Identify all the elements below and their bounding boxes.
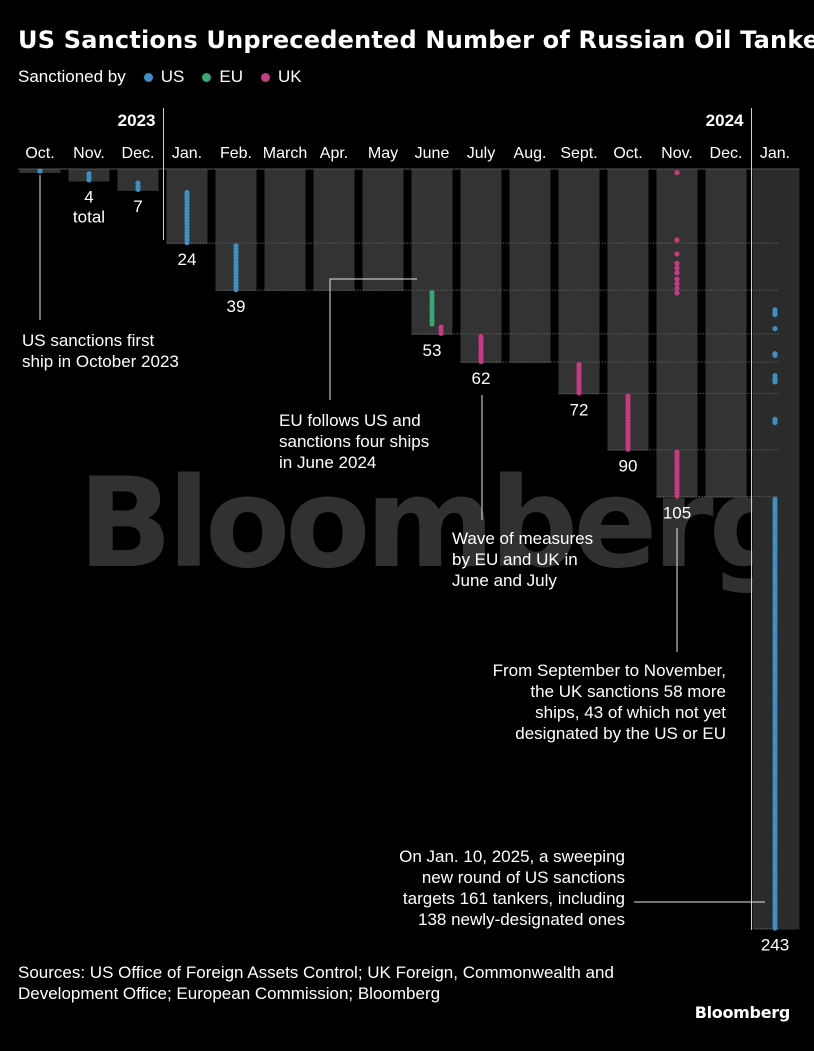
month-label-9: July bbox=[467, 145, 495, 162]
cumulative-bar-9 bbox=[460, 169, 502, 364]
ship-dot-us bbox=[772, 311, 778, 318]
month-label-3: Jan. bbox=[172, 145, 202, 162]
year-label-2023: 2023 bbox=[118, 111, 156, 130]
bloomberg-logo: Bloomberg bbox=[694, 1003, 791, 1022]
cumulative-bar-6 bbox=[313, 169, 355, 292]
annotation-june-july: Wave of measures by EU and UK in June and … bbox=[452, 529, 593, 590]
ship-dot-us bbox=[772, 379, 778, 385]
ship-dot-uk bbox=[674, 281, 680, 287]
total-label-13: 105 bbox=[663, 504, 691, 523]
year-label-2024: 2024 bbox=[706, 111, 744, 130]
ship-dot-us bbox=[86, 177, 92, 183]
ship-dot-us bbox=[37, 168, 43, 174]
total-label-8: 53 bbox=[423, 341, 442, 360]
cumulative-bars bbox=[19, 169, 800, 930]
annotation-sept-nov: From September to November, the UK sancti… bbox=[493, 661, 727, 743]
cumulative-bar-2 bbox=[117, 169, 159, 191]
total-label-4: 39 bbox=[227, 297, 246, 316]
annotation-june-2024: EU follows US and sanctions four ships in … bbox=[279, 411, 429, 472]
ship-dot-uk bbox=[625, 446, 631, 452]
month-label-14: Dec. bbox=[710, 145, 743, 162]
month-label-15: Jan. bbox=[760, 145, 790, 162]
legend-item-uk: UK bbox=[261, 67, 302, 87]
cumulative-sanctions-chart: 2023 2024 Oct. Nov. Dec. Jan. Feb. March Apr. May… bbox=[18, 108, 800, 955]
month-label-7: May bbox=[368, 145, 398, 162]
ship-dot-us bbox=[772, 326, 778, 332]
total-label-12: 90 bbox=[619, 457, 638, 476]
cumulative-bar-14 bbox=[705, 169, 747, 498]
ship-dots bbox=[37, 168, 778, 931]
legend-name-eu: EU bbox=[219, 67, 243, 86]
ship-dot-us bbox=[772, 925, 778, 931]
month-label-10: Aug. bbox=[514, 145, 547, 162]
ship-dot-us bbox=[772, 352, 778, 358]
ship-dot-uk bbox=[674, 169, 680, 176]
legend-item-us: US bbox=[143, 67, 185, 87]
annotation-jan-2025: On Jan. 10, 2025, a sweeping new round of… bbox=[399, 847, 625, 929]
cumulative-bar-13 bbox=[656, 169, 698, 498]
legend-label: Sanctioned by bbox=[18, 67, 126, 86]
month-label-13: Nov. bbox=[661, 145, 693, 162]
month-label-0: Oct. bbox=[25, 145, 54, 162]
level-guides bbox=[166, 242, 779, 930]
month-label-6: Apr. bbox=[320, 145, 348, 162]
ship-dot-uk bbox=[478, 358, 484, 365]
cumulative-bar-5 bbox=[264, 169, 306, 292]
total-label-15: 243 bbox=[761, 936, 789, 955]
ship-dot-eu bbox=[429, 321, 435, 327]
ship-dot-uk bbox=[674, 251, 680, 257]
ship-dot-uk bbox=[674, 270, 680, 276]
legend: Sanctioned by US EU UK bbox=[18, 67, 302, 87]
month-label-2: Dec. bbox=[122, 145, 155, 162]
month-label-12: Oct. bbox=[613, 145, 642, 162]
total-suffix-1: total bbox=[73, 208, 105, 227]
total-label-11: 72 bbox=[570, 400, 589, 419]
ship-dot-us bbox=[135, 186, 141, 192]
month-label-5: March bbox=[263, 145, 307, 162]
ship-dot-us bbox=[184, 239, 190, 246]
total-label-3: 24 bbox=[178, 250, 197, 269]
ship-dot-us bbox=[772, 419, 778, 426]
legend-name-us: US bbox=[160, 67, 185, 86]
month-label-8: June bbox=[415, 145, 450, 162]
legend-swatch-eu bbox=[202, 72, 212, 82]
legend-swatch-us bbox=[143, 72, 153, 82]
cumulative-bar-7 bbox=[362, 169, 404, 292]
annotation-oct-2023: US sanctions first ship in October 2023 bbox=[22, 331, 179, 371]
ship-dot-uk bbox=[674, 265, 680, 271]
ship-dot-uk bbox=[674, 237, 680, 243]
total-label-2: 7 bbox=[133, 197, 142, 216]
ship-dot-uk bbox=[674, 276, 680, 282]
leader-june-2024 bbox=[329, 278, 417, 400]
ship-dot-us bbox=[233, 286, 239, 293]
chart-title: US Sanctions Unprecedented Number of Rus… bbox=[18, 26, 814, 54]
total-label-1: 4 bbox=[84, 188, 93, 207]
ship-dot-uk bbox=[674, 290, 680, 296]
ship-dot-uk bbox=[438, 330, 444, 336]
ship-dot-uk bbox=[674, 285, 680, 291]
month-label-1: Nov. bbox=[73, 145, 105, 162]
legend-name-uk: UK bbox=[278, 67, 302, 86]
total-label-9: 62 bbox=[472, 369, 491, 388]
sources-note: Sources: US Office of Foreign Assets Con… bbox=[18, 963, 614, 1003]
ship-dot-uk bbox=[674, 493, 680, 499]
month-label-11: Sept. bbox=[560, 145, 597, 162]
legend-item-eu: EU bbox=[202, 67, 243, 87]
ship-dot-uk bbox=[674, 260, 680, 266]
month-label-4: Feb. bbox=[220, 145, 252, 162]
cumulative-bar-11 bbox=[558, 169, 600, 395]
cumulative-bar-10 bbox=[509, 169, 551, 364]
legend-swatch-uk bbox=[261, 72, 270, 82]
ship-dot-uk bbox=[576, 390, 582, 396]
